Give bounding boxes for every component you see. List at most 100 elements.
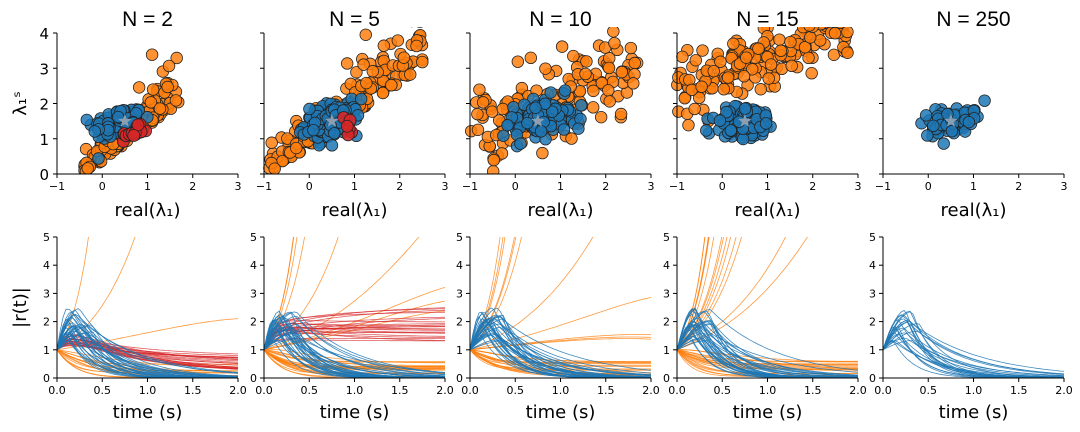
unstable-point xyxy=(416,55,429,69)
y-axis-label: λ₁ˢ xyxy=(10,91,31,116)
x-tick-label: −1 xyxy=(462,180,478,193)
x-tick-label: 0 xyxy=(306,180,313,193)
y-tick-label: 0 xyxy=(43,372,50,385)
unstable-point xyxy=(696,44,709,57)
x-axis-label: real(λ₁) xyxy=(321,200,387,221)
y-tick-label: 3 xyxy=(250,287,257,300)
unstable-point xyxy=(586,101,600,114)
unstable-point xyxy=(594,110,608,124)
unstable-point xyxy=(826,13,838,25)
unstable-point xyxy=(805,67,818,80)
unstable-point xyxy=(695,80,708,93)
unstable-point xyxy=(614,107,628,121)
red-trajectory xyxy=(263,326,445,350)
x-tick-label: 1.5 xyxy=(597,384,615,397)
scatter-points xyxy=(78,48,185,174)
x-tick-label: 0 xyxy=(719,180,726,193)
unstable-point xyxy=(397,51,411,64)
x-tick-label: 2 xyxy=(189,180,196,193)
x-tick-label: 0.5 xyxy=(714,384,732,397)
x-tick-label: 0 xyxy=(925,180,932,193)
unstable-point xyxy=(707,64,720,78)
blue-trajectory xyxy=(56,313,239,374)
red-trajectory xyxy=(263,339,445,351)
x-tick-label: 0.5 xyxy=(920,384,938,397)
blue-trajectory xyxy=(882,332,1065,377)
stable-point xyxy=(88,125,101,138)
orange-exploding-trajectory xyxy=(676,237,724,351)
highlight-point xyxy=(131,118,145,132)
trajectory-panel: 0.0 0.5 1.0 1.5 2.0 0 1 2 3 4 5 time (s) xyxy=(663,231,867,423)
y-tick-label: 3 xyxy=(663,287,670,300)
unstable-point xyxy=(360,76,373,90)
orange-exploding-trajectory xyxy=(676,237,732,351)
blue-trajectory xyxy=(56,309,239,377)
orange-exploding-trajectory xyxy=(263,237,305,351)
scatter-points xyxy=(465,27,644,174)
x-axis-label: time (s) xyxy=(526,402,596,423)
orange-exploding-trajectory xyxy=(263,237,420,351)
x-tick-label: 1.0 xyxy=(346,384,364,397)
x-tick-label: 1.0 xyxy=(965,384,983,397)
unstable-point xyxy=(376,86,390,100)
orange-exploding-trajectory xyxy=(469,237,504,351)
unstable-point xyxy=(340,57,354,70)
stable-point xyxy=(736,132,750,146)
blue-trajectory xyxy=(263,323,446,377)
unstable-point xyxy=(153,102,167,115)
unstable-point xyxy=(688,102,701,116)
unstable-point xyxy=(377,39,391,52)
unstable-point xyxy=(837,10,849,22)
x-tick-label: 0.0 xyxy=(461,384,479,397)
x-tick-label: 1 xyxy=(557,180,564,193)
unstable-point xyxy=(784,35,797,49)
scatter-panel: −1 0 1 2 3 real(λ₁) N = 10 xyxy=(462,8,655,221)
unstable-point xyxy=(841,46,854,59)
scatter-panel: −1 0 1 2 3 real(λ₁) N = 5 xyxy=(256,4,449,221)
stable-point xyxy=(92,152,105,165)
x-axis-label: time (s) xyxy=(939,402,1009,423)
y-tick-label: 0 xyxy=(456,372,463,385)
unstable-point xyxy=(842,9,854,21)
unstable-point xyxy=(607,27,620,38)
x-tick-label: 1 xyxy=(144,180,151,193)
stable-point xyxy=(307,123,320,137)
orange-trajectory xyxy=(469,349,651,366)
x-tick-label: 2.0 xyxy=(436,384,454,397)
unstable-point xyxy=(798,41,812,54)
stable-point xyxy=(544,86,557,99)
y-tick-label: 5 xyxy=(456,231,463,244)
stable-point xyxy=(759,117,773,130)
panel-title: N = 5 xyxy=(329,8,380,31)
x-tick-label: 0.0 xyxy=(874,384,892,397)
unstable-point xyxy=(145,48,159,61)
unstable-point xyxy=(399,4,411,16)
orange-exploding-trajectory xyxy=(469,237,506,351)
unstable-point xyxy=(268,162,281,174)
mean-star-marker xyxy=(531,114,545,127)
red-trajectory xyxy=(56,338,239,360)
y-tick-label: 2 xyxy=(869,316,876,329)
unstable-point xyxy=(81,162,95,174)
trajectory-lines xyxy=(676,237,859,379)
unstable-point xyxy=(555,40,569,53)
y-tick-label: 5 xyxy=(663,231,670,244)
unstable-point xyxy=(839,0,851,9)
unstable-point xyxy=(511,55,525,68)
blue-trajectory xyxy=(882,330,1065,375)
unstable-point xyxy=(602,84,615,97)
unstable-point xyxy=(827,48,841,61)
unstable-point xyxy=(580,55,593,68)
panel-2: −1 0 1 2 3 real(λ₁) N = 5 0.0 0.5 1.0 1.5 2.0 0 1 2 3 4 5… xyxy=(250,4,454,423)
stable-point xyxy=(557,123,571,136)
stable-point xyxy=(558,84,572,97)
stable-point xyxy=(738,102,752,115)
stable-point xyxy=(921,129,934,142)
unstable-point xyxy=(828,27,842,40)
unstable-point xyxy=(162,59,176,73)
unstable-point xyxy=(847,10,859,22)
y-tick-label: 4 xyxy=(869,259,876,272)
y-tick-label: 3 xyxy=(43,287,50,300)
